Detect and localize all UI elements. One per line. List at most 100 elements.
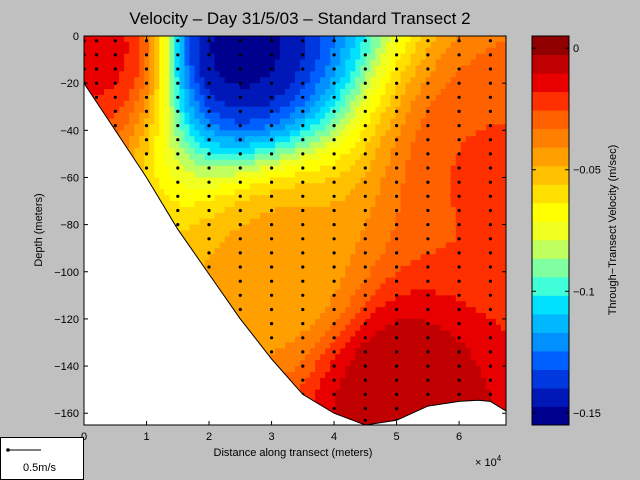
velocity-cell [380, 271, 387, 279]
velocity-cell [330, 77, 336, 84]
velocity-cell [239, 313, 246, 320]
velocity-cell [385, 289, 392, 296]
velocity-cell [169, 212, 176, 220]
velocity-cell [365, 271, 371, 279]
velocity-cell [234, 206, 241, 214]
velocity-cell [284, 201, 291, 208]
velocity-cell [219, 65, 226, 72]
velocity-cell [345, 201, 351, 208]
velocity-cell [144, 47, 150, 55]
velocity-cell [380, 136, 387, 143]
velocity-cell [455, 142, 462, 149]
velocity-cell [425, 47, 432, 55]
velocity-cell [375, 106, 381, 114]
velocity-cell [445, 342, 452, 349]
velocity-cell [400, 106, 407, 114]
velocity-cell [199, 230, 206, 237]
chart-title: Velocity – Day 31/5/03 – Standard Transe… [129, 9, 470, 28]
velocity-cell [295, 159, 301, 167]
velocity-cell [310, 248, 316, 255]
velocity-cell [320, 366, 326, 373]
velocity-cell [179, 118, 186, 126]
velocity-cell [224, 36, 231, 43]
velocity-cell [370, 348, 376, 355]
velocity-cell [405, 201, 412, 208]
velocity-cell [229, 189, 236, 196]
velocity-cell [300, 242, 306, 249]
velocity-cell [360, 65, 366, 72]
velocity-cell [435, 136, 442, 143]
velocity-cell [385, 342, 392, 349]
velocity-cell [284, 183, 291, 190]
velocity-cell [214, 183, 221, 190]
velocity-cell [204, 212, 211, 220]
velocity-cell [395, 118, 402, 126]
velocity-cell [455, 383, 462, 391]
velocity-cell [224, 106, 231, 114]
velocity-cell [305, 112, 311, 120]
velocity-cell [214, 230, 221, 237]
velocity-cell [229, 83, 236, 90]
velocity-cell [340, 201, 346, 208]
velocity-cell [229, 236, 236, 243]
velocity-cell [269, 318, 276, 326]
velocity-cell [300, 41, 306, 49]
velocity-cell [380, 289, 387, 296]
velocity-cell [325, 259, 331, 267]
velocity-cell [159, 142, 165, 149]
velocity-cell [345, 277, 351, 285]
velocity-cell [370, 71, 376, 78]
velocity-cell [259, 242, 266, 249]
velocity-cell [119, 59, 125, 67]
velocity-cell [234, 159, 241, 167]
velocity-cell [264, 271, 271, 279]
velocity-cell [375, 118, 381, 126]
velocity-cell [199, 53, 206, 61]
velocity-cell [380, 242, 387, 249]
velocity-cell [239, 165, 246, 173]
velocity-cell [340, 89, 346, 96]
velocity-cell [410, 383, 417, 391]
velocity-cell [279, 47, 286, 55]
velocity-cell [194, 53, 201, 61]
velocity-cell [159, 112, 165, 120]
velocity-cell [264, 254, 271, 261]
velocity-cell [254, 47, 261, 55]
velocity-cell [395, 254, 402, 261]
velocity-cell [370, 366, 376, 373]
velocity-cell [350, 407, 356, 414]
velocity-cell [400, 71, 407, 78]
velocity-cell [249, 147, 256, 155]
velocity-cell [109, 77, 115, 84]
velocity-cell [159, 147, 165, 155]
velocity-cell [430, 36, 437, 43]
velocity-cell [345, 336, 351, 344]
velocity-cell [335, 47, 341, 55]
velocity-cell [450, 336, 457, 344]
velocity-cell [224, 142, 231, 149]
velocity-cell [224, 242, 231, 249]
velocity-cell [375, 89, 381, 96]
velocity-cell [355, 195, 361, 202]
velocity-cell [139, 77, 145, 84]
velocity-cell [320, 83, 326, 90]
velocity-cell [315, 118, 321, 126]
velocity-cell [380, 206, 387, 214]
velocity-cell [325, 142, 331, 149]
velocity-cell [350, 142, 356, 149]
velocity-cell [249, 324, 256, 332]
velocity-cell [264, 224, 271, 232]
velocity-cell [109, 112, 115, 120]
velocity-cell [425, 83, 432, 90]
velocity-cell [159, 53, 165, 61]
velocity-cell [300, 324, 306, 332]
velocity-cell [119, 83, 125, 90]
velocity-cell [390, 195, 397, 202]
velocity-cell [455, 153, 462, 161]
velocity-cell [229, 165, 236, 173]
velocity-cell [244, 65, 251, 72]
velocity-cell [360, 83, 366, 90]
velocity-cell [234, 248, 241, 255]
velocity-cell [289, 59, 296, 67]
velocity-cell [259, 307, 266, 314]
